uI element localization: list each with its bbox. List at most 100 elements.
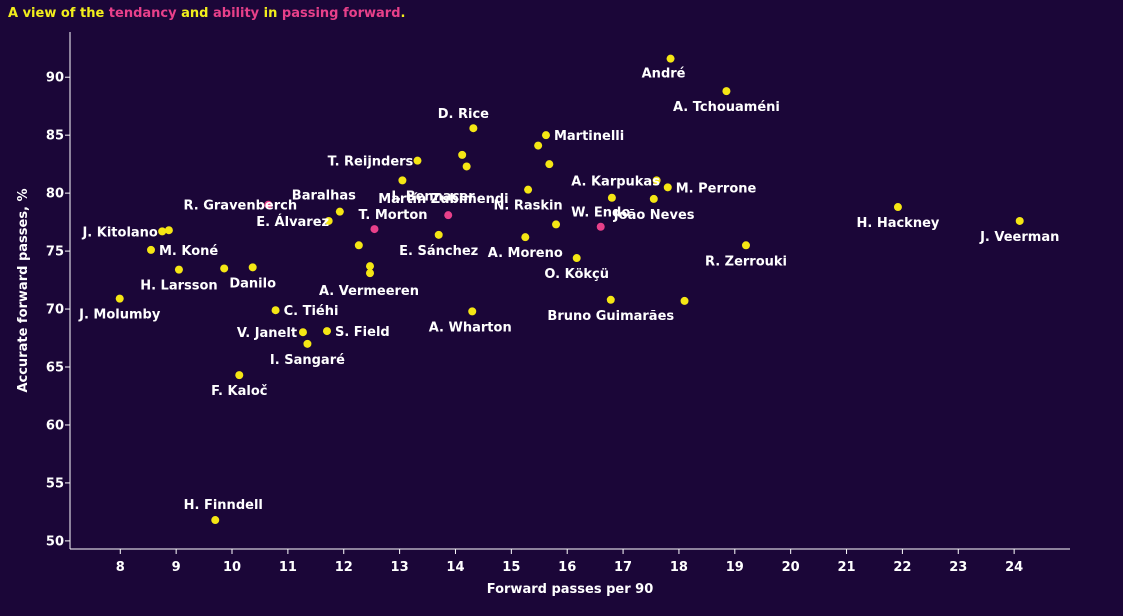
x-tick-label: 18 <box>670 560 688 575</box>
point-label: A. Moreno <box>488 246 563 261</box>
x-tick-label: 8 <box>116 560 125 575</box>
data-point <box>469 124 478 133</box>
data-point <box>572 254 581 263</box>
data-point <box>248 263 257 272</box>
data-point <box>596 222 605 231</box>
y-axis-title: Accurate forward passes, % <box>16 188 31 392</box>
point-label: Martín Zubimendi <box>378 192 508 207</box>
data-point <box>298 328 307 337</box>
y-tick-label: 65 <box>46 361 64 376</box>
data-point <box>1015 216 1024 225</box>
data-point <box>652 176 661 185</box>
data-point <box>115 294 124 303</box>
y-tick-label: 80 <box>46 187 64 202</box>
axes: 8 9 10 11 12 13 14 15 16 17 18 19 20 21 22 23 24 50 55 60 65… <box>46 32 1070 575</box>
title-part: . <box>400 6 406 21</box>
y-tick-label: 70 <box>46 303 64 318</box>
title-part: A view of the <box>8 6 109 21</box>
x-tick-label: 21 <box>837 560 855 575</box>
point-label: T. Morton <box>358 208 427 223</box>
point-label: T. Reijnders <box>328 155 414 170</box>
data-point <box>541 131 550 140</box>
y-tick-label: 75 <box>46 245 64 260</box>
data-point <box>722 87 731 96</box>
x-tick-label: 22 <box>893 560 911 575</box>
point-label: A. Tchouaméni <box>673 100 780 115</box>
data-point <box>649 194 658 203</box>
x-tick-label: 13 <box>391 560 409 575</box>
point-label: C. Tiéhi <box>284 304 339 319</box>
point-label: M. Koné <box>159 244 218 259</box>
title-highlight-passing-forward: passing forward <box>281 6 401 21</box>
data-point <box>271 306 280 315</box>
x-tick-label: 16 <box>558 560 576 575</box>
data-point <box>663 183 672 192</box>
point-label: F. Kaloč <box>211 384 267 399</box>
point-label: R. Zerrouki <box>705 254 787 269</box>
data-point <box>370 225 379 234</box>
point-label: J. Kitolano <box>81 225 157 240</box>
data-point <box>366 262 374 271</box>
point-label: N. Raskin <box>493 199 562 214</box>
point-label: M. Perrone <box>676 181 757 196</box>
x-tick-label: 12 <box>335 560 353 575</box>
data-point <box>413 156 422 165</box>
title-part: and <box>176 6 213 21</box>
point-label: Baralhas <box>292 189 356 204</box>
data-point <box>468 307 477 316</box>
point-label: V. Janelt <box>237 326 297 341</box>
data-point <box>366 269 374 278</box>
title-part: in <box>259 6 282 21</box>
x-tick-label: 15 <box>502 560 520 575</box>
data-point <box>322 327 331 336</box>
point-label: J. Veerman <box>979 230 1059 245</box>
point-label: J. Molumby <box>78 308 161 323</box>
x-tick-label: 9 <box>172 560 181 575</box>
point-label: O. Kökçü <box>544 267 609 282</box>
x-tick-label: 23 <box>949 560 967 575</box>
data-point <box>521 233 530 242</box>
data-point <box>211 516 220 525</box>
point-label: H. Larsson <box>140 279 217 294</box>
point-label: E. Sánchez <box>399 244 478 259</box>
y-tick-label: 60 <box>46 418 64 433</box>
data-point <box>158 227 167 236</box>
data-point <box>164 226 173 235</box>
data-point <box>606 295 615 304</box>
title-highlight-ability: ability <box>213 6 260 21</box>
point-label: E. Álvarez <box>256 214 329 230</box>
data-point <box>893 203 902 212</box>
x-tick-label: 14 <box>446 560 464 575</box>
point-label: A. Wharton <box>429 320 512 335</box>
point-label: H. Finndell <box>184 498 263 513</box>
y-tick-label: 85 <box>46 129 64 144</box>
data-point <box>235 371 244 380</box>
point-label: Bruno Guimarães <box>547 309 674 324</box>
point-label: R. Gravenberch <box>184 199 298 214</box>
point-label: S. Field <box>335 325 390 340</box>
data-point <box>398 176 407 185</box>
data-point <box>434 230 443 239</box>
x-tick-label: 10 <box>223 560 241 575</box>
y-tick-label: 50 <box>46 534 64 549</box>
data-point <box>174 265 183 274</box>
chart-title: A view of the tendancy and ability in pa… <box>8 6 405 21</box>
point-label: André <box>642 67 686 82</box>
data-point <box>552 220 561 229</box>
point-label: I. Sangaré <box>270 353 345 368</box>
point-label: A. Vermeeren <box>319 284 419 299</box>
data-point <box>220 264 229 273</box>
x-tick-label: 20 <box>782 560 800 575</box>
data-point <box>303 339 312 348</box>
point-label: Martinelli <box>554 129 624 144</box>
x-tick-label: 24 <box>1005 560 1023 575</box>
data-point <box>666 54 675 63</box>
data-point <box>335 207 344 216</box>
point-label: W. Endo <box>571 206 630 221</box>
data-point <box>545 160 554 169</box>
data-point <box>444 211 453 220</box>
data-point <box>462 162 471 171</box>
data-points <box>115 54 1024 525</box>
data-point <box>264 200 273 209</box>
